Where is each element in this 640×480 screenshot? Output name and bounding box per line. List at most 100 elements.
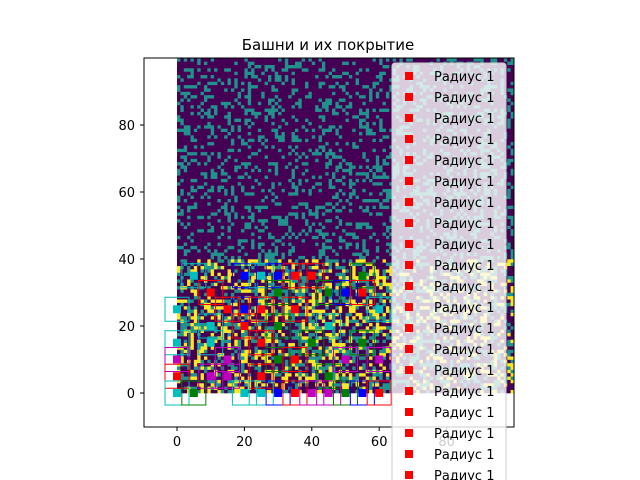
grid-cell [332, 252, 336, 256]
grid-cell [224, 326, 228, 330]
grid-cell [362, 332, 367, 337]
grid-cell [345, 362, 350, 367]
grid-cell [382, 315, 387, 320]
grid-cell [352, 305, 356, 310]
grid-cell [308, 282, 313, 287]
grid-cell [382, 299, 387, 303]
grid-cell [294, 235, 299, 240]
grid-cell [358, 259, 363, 263]
grid-cell [207, 315, 211, 320]
grid-cell [318, 309, 323, 313]
grid-cell [318, 272, 323, 277]
grid-cell [284, 245, 289, 250]
grid-cell [264, 376, 269, 380]
grid-cell [217, 332, 222, 337]
grid-cell [342, 285, 346, 290]
grid-cell [372, 235, 377, 240]
grid-cell [203, 346, 208, 350]
grid-cell [210, 382, 215, 387]
grid-cell [291, 302, 296, 307]
grid-cell [358, 265, 363, 270]
grid-cell [291, 366, 296, 370]
grid-cell [197, 248, 201, 253]
grid-cell [375, 245, 380, 250]
grid-cell [510, 279, 514, 283]
grid-cell [274, 299, 279, 303]
grid-cell [375, 372, 380, 377]
grid-cell [507, 269, 511, 273]
grid-cell [284, 299, 289, 303]
grid-cell [352, 342, 356, 347]
grid-cell [358, 326, 363, 330]
grid-cell [190, 265, 195, 270]
grid-cell [389, 245, 393, 250]
grid-cell [241, 332, 245, 337]
grid-cell [328, 228, 333, 233]
grid-cell [382, 225, 387, 230]
grid-cell [207, 252, 211, 256]
grid-cell [305, 232, 309, 236]
grid-cell [193, 362, 198, 367]
grid-cell [193, 265, 198, 270]
grid-cell [284, 389, 289, 394]
grid-cell [227, 245, 232, 250]
grid-cell [362, 309, 367, 313]
grid-cell [234, 389, 238, 394]
grid-cell [308, 292, 313, 297]
grid-cell [230, 366, 235, 370]
grid-cell [375, 312, 380, 317]
grid-cell [342, 295, 346, 300]
grid-cell [237, 342, 242, 347]
grid-cell [207, 359, 211, 364]
grid-cell [379, 349, 383, 354]
grid-cell [375, 282, 380, 287]
grid-cell [267, 332, 272, 337]
grid-cell [288, 376, 292, 380]
grid-cell [284, 242, 289, 246]
grid-cell [207, 265, 211, 270]
grid-cell [267, 238, 272, 243]
grid-cell [352, 326, 356, 330]
grid-cell [251, 332, 255, 337]
grid-cell [241, 289, 245, 293]
grid-cell [241, 349, 245, 354]
grid-cell [261, 292, 265, 297]
grid-cell [200, 305, 205, 310]
grid-cell [284, 259, 289, 263]
grid-cell [311, 259, 316, 263]
grid-cell [281, 245, 286, 250]
grid-cell [315, 349, 319, 354]
grid-cell [227, 302, 232, 307]
grid-cell [379, 275, 383, 280]
grid-cell [251, 376, 255, 380]
grid-cell [177, 245, 181, 250]
grid-cell [379, 269, 383, 273]
grid-cell [510, 372, 514, 377]
grid-cell [281, 289, 286, 293]
grid-cell [321, 305, 326, 310]
grid-cell [362, 322, 367, 327]
grid-cell [345, 228, 350, 233]
grid-cell [375, 235, 380, 240]
grid-cell [264, 255, 269, 260]
grid-cell [183, 342, 188, 347]
grid-cell [241, 346, 245, 350]
grid-cell [281, 339, 286, 344]
grid-cell [338, 272, 343, 277]
grid-cell [375, 252, 380, 256]
grid-cell [278, 372, 282, 377]
grid-cell [315, 238, 319, 243]
grid-cell [355, 235, 360, 240]
grid-cell [251, 272, 255, 277]
grid-cell [507, 332, 511, 337]
grid-cell [234, 292, 238, 297]
grid-cell [230, 352, 235, 357]
grid-cell [348, 305, 353, 310]
grid-cell [325, 242, 329, 246]
grid-cell [328, 272, 333, 277]
grid-cell [318, 369, 323, 374]
grid-cell [183, 312, 188, 317]
grid-cell [325, 305, 329, 310]
grid-cell [321, 299, 326, 303]
grid-cell [315, 275, 319, 280]
